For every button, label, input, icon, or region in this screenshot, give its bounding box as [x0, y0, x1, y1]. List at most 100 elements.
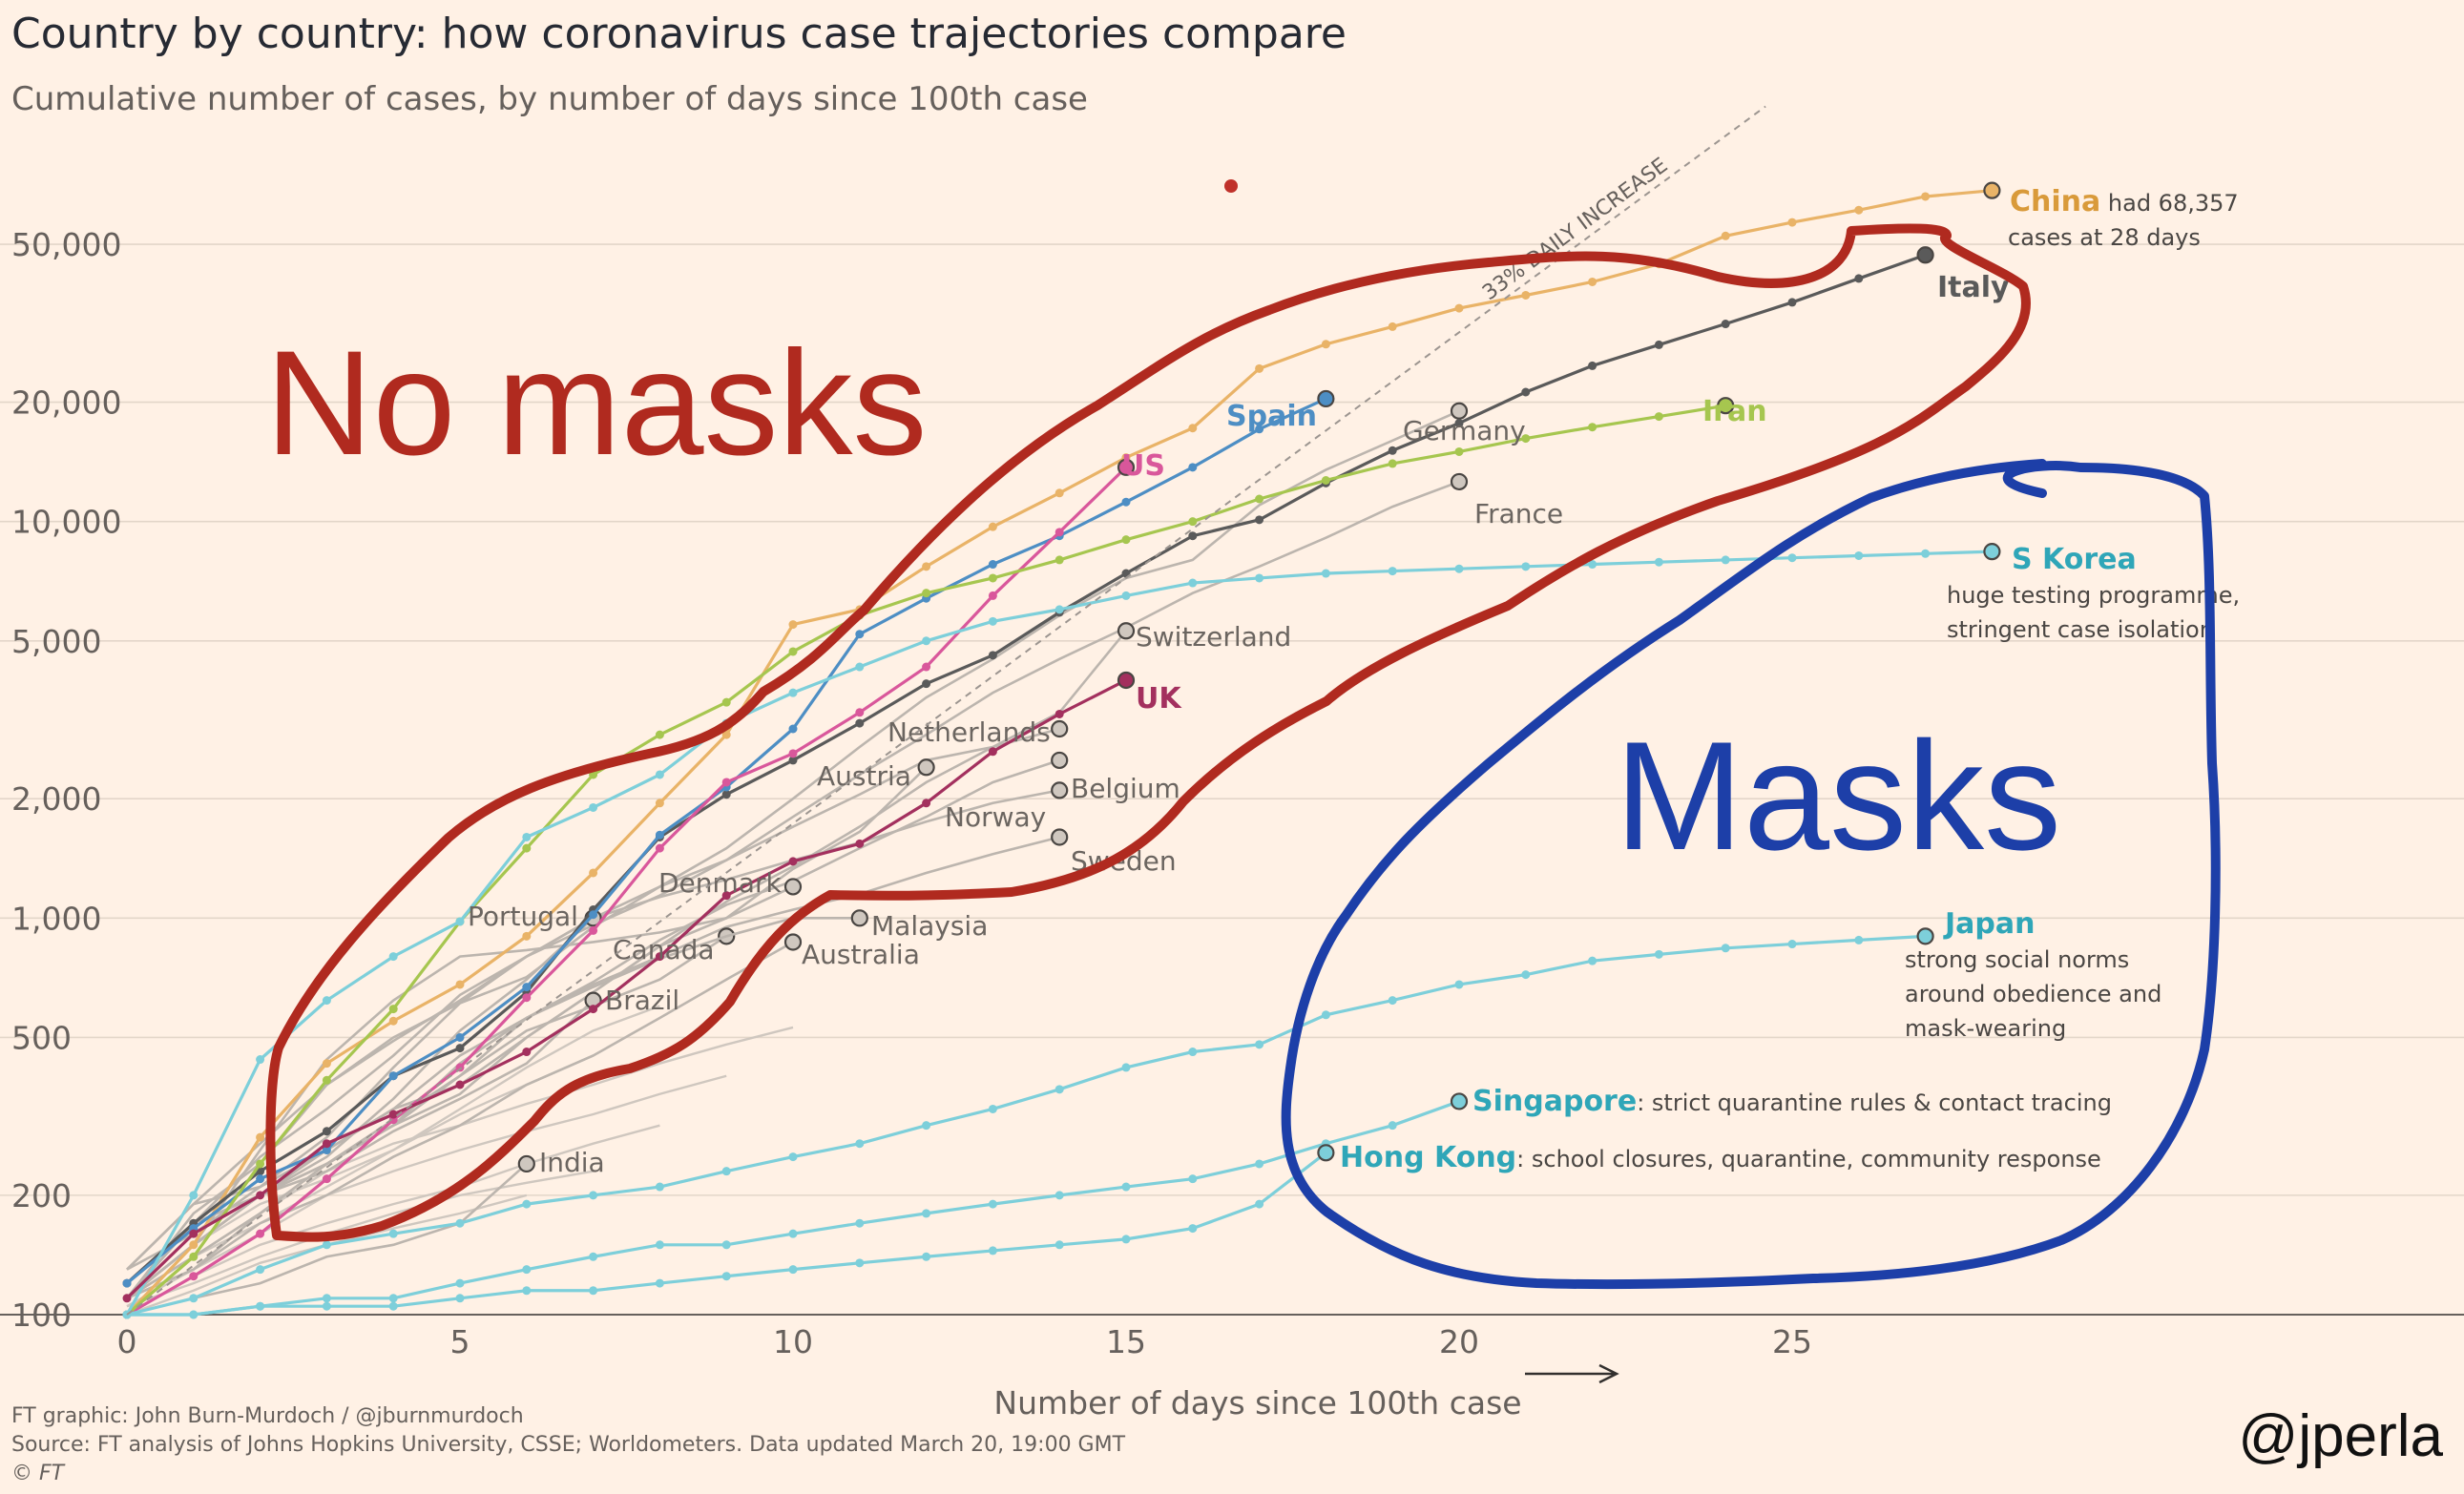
data-point: [455, 1278, 465, 1288]
series-label-canada: Canada: [613, 934, 715, 965]
data-point: [256, 1265, 265, 1275]
data-point: [1055, 1191, 1064, 1200]
background-series-line: [126, 1170, 594, 1308]
series-note-s-korea: huge testing programme,: [1947, 582, 2240, 609]
hand-drawn-overlays: No masks Masks: [265, 179, 2221, 1290]
x-tick-label: 15: [1106, 1323, 1146, 1360]
series-label-text: Malaysia: [871, 910, 988, 942]
data-point: [589, 1191, 598, 1200]
data-point: [322, 1301, 331, 1311]
series-label-text: Belgium: [1071, 773, 1180, 804]
data-point: [1255, 494, 1264, 504]
data-point: [522, 1286, 532, 1296]
y-tick-label: 2,000: [11, 780, 101, 818]
data-point: [721, 790, 731, 799]
data-point: [721, 778, 731, 787]
data-point: [388, 1110, 398, 1119]
end-point-belgium: [1051, 751, 1069, 770]
series-label-name: Singapore: [1472, 1085, 1637, 1118]
series-label-text: France: [1474, 498, 1563, 529]
data-point: [1521, 387, 1531, 397]
series-label-austria: Austria: [817, 760, 911, 792]
data-point: [189, 1294, 198, 1303]
data-point: [1188, 424, 1198, 433]
data-point: [189, 1191, 198, 1200]
chart-subtitle: Cumulative number of cases, by number of…: [11, 80, 1088, 118]
end-point-denmark: [783, 878, 803, 896]
data-point: [1055, 528, 1064, 537]
data-point: [1321, 1010, 1330, 1020]
y-tick-label: 500: [11, 1019, 72, 1056]
y-tick-label: 100: [11, 1297, 72, 1334]
x-tick-label: 0: [117, 1323, 137, 1360]
x-tick-label: 5: [450, 1323, 470, 1360]
series-label-text: Canada: [613, 934, 715, 965]
data-point: [655, 1182, 664, 1192]
axis-arrow: [1525, 1363, 1619, 1384]
data-point: [589, 1252, 598, 1261]
data-point: [1854, 274, 1864, 283]
data-point: [388, 1071, 398, 1081]
data-point: [1255, 573, 1264, 583]
data-point: [922, 562, 931, 571]
data-point: [322, 1174, 331, 1184]
data-point: [1121, 1063, 1131, 1072]
data-point: [922, 679, 931, 689]
data-point: [1588, 423, 1597, 432]
data-point: [1854, 935, 1864, 944]
data-point: [1121, 535, 1131, 545]
data-point: [256, 1132, 265, 1142]
y-tick-label: 1,000: [11, 900, 101, 937]
series-denmark: [126, 878, 803, 1299]
data-point: [189, 1252, 198, 1261]
reference-line-label: 33% DAILY INCREASE: [1478, 154, 1672, 305]
data-point: [1121, 591, 1131, 600]
series-label-hong-kong: Hong Kong: school closures, quarantine, …: [1340, 1141, 2101, 1174]
data-point: [855, 1218, 865, 1228]
data-point: [788, 857, 798, 866]
end-point-japan: [1916, 927, 1934, 945]
series-label-us: US: [1121, 449, 1165, 483]
series-line-norway: [125, 789, 1060, 1299]
data-point: [1188, 578, 1198, 588]
y-tick-label: 200: [11, 1177, 72, 1214]
data-point: [988, 573, 997, 583]
data-point: [721, 891, 731, 901]
data-point: [1588, 560, 1597, 570]
data-point: [1521, 562, 1531, 571]
end-point-sweden: [1051, 828, 1069, 846]
data-point: [1787, 940, 1797, 949]
data-point: [589, 925, 598, 935]
data-point: [721, 730, 731, 739]
data-point: [388, 952, 398, 962]
data-point: [455, 1032, 465, 1042]
data-point: [322, 1127, 331, 1136]
data-point: [455, 1294, 465, 1303]
data-point: [788, 724, 798, 734]
series-label-portugal: Portugal: [468, 901, 578, 932]
data-point: [1188, 531, 1198, 541]
data-point: [1055, 488, 1064, 498]
data-point: [1654, 949, 1663, 959]
data-point: [256, 1229, 265, 1238]
data-point: [922, 1252, 931, 1261]
data-point: [1454, 446, 1464, 456]
data-point: [721, 1167, 731, 1176]
series-label-text: Netherlands: [887, 716, 1051, 748]
data-point: [1721, 231, 1730, 240]
series-label-name: Hong Kong: [1340, 1141, 1516, 1174]
data-point: [1121, 497, 1131, 507]
data-point: [655, 730, 664, 739]
data-point: [1055, 555, 1064, 565]
data-point: [988, 1246, 997, 1255]
end-point-malaysia: [850, 909, 868, 927]
data-point: [1188, 1048, 1198, 1057]
data-point: [1055, 1240, 1064, 1250]
data-point: [522, 832, 532, 841]
data-point: [788, 620, 798, 630]
data-point: [522, 993, 532, 1003]
series-label-belgium: Belgium: [1071, 773, 1180, 804]
data-point: [1055, 605, 1064, 614]
